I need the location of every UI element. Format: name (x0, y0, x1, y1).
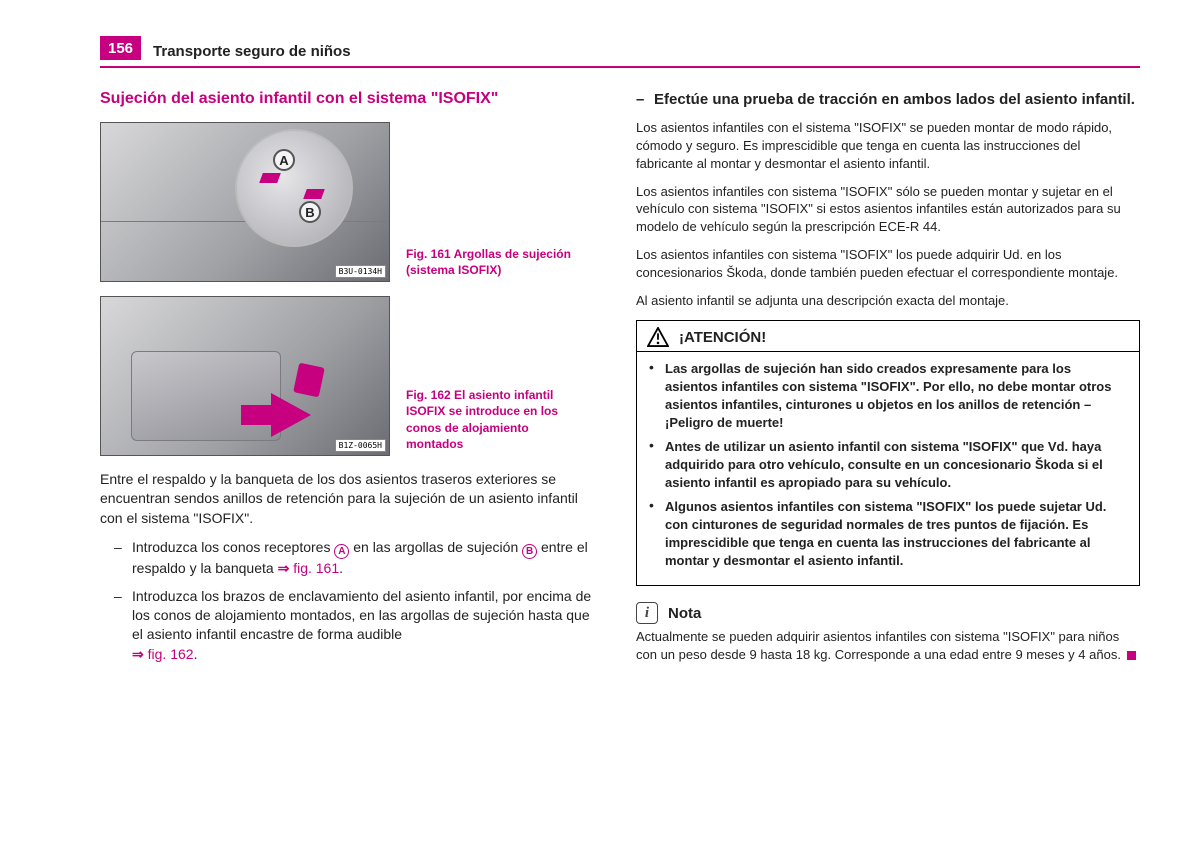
page-number: 156 (100, 36, 141, 60)
figure-161: A B B3U-0134H Fig. 161 Argollas de sujec… (100, 122, 604, 282)
paragraph: Los asientos infantiles con sistema "ISO… (636, 183, 1140, 237)
label-a-inline: A (334, 544, 349, 559)
figure-162-image: B1Z-0065H (100, 296, 390, 456)
dash-icon: – (114, 587, 132, 664)
section-title: Sujeción del asiento infantil con el sis… (100, 90, 604, 108)
text-fragment: Introduzca los brazos de enclavamiento d… (132, 588, 591, 643)
page: 156 Transporte seguro de niños Sujeción … (0, 0, 1200, 704)
paragraph: Los asientos infantiles con el sistema "… (636, 119, 1140, 173)
page-header: 156 Transporte seguro de niños (100, 36, 1140, 60)
step-2: – Introduzca los brazos de enclavamiento… (114, 587, 604, 664)
warning-text: Las argollas de sujeción han sido creado… (665, 360, 1127, 432)
child-seat-shape (131, 351, 281, 441)
warning-bullet: • Antes de utilizar un asiento infantil … (649, 438, 1127, 492)
bullet-icon: • (649, 438, 665, 492)
text-fragment: Introduzca los conos receptores (132, 539, 334, 555)
warning-box: ¡ATENCIÓN! • Las argollas de sujeción ha… (636, 320, 1140, 586)
figure-code: B1Z-0065H (335, 439, 386, 452)
warning-text: Antes de utilizar un asiento infantil co… (665, 438, 1127, 492)
step-3-text: Efectúe una prueba de tracción en ambos … (654, 90, 1135, 111)
warning-bullet: • Algunos asientos infantiles con sistem… (649, 498, 1127, 570)
note-content: Actualmente se pueden adquirir asientos … (636, 629, 1121, 662)
note-text: Actualmente se pueden adquirir asientos … (636, 628, 1140, 664)
callout-label-a: A (273, 149, 295, 171)
warning-body: • Las argollas de sujeción han sido crea… (637, 352, 1139, 585)
figure-161-image: A B B3U-0134H (100, 122, 390, 282)
step-1: – Introduzca los conos receptores A en l… (114, 538, 604, 579)
figure-code: B3U-0134H (335, 265, 386, 278)
left-column: Sujeción del asiento infantil con el sis… (100, 90, 604, 674)
isofix-anchor-icon (259, 173, 281, 183)
arrow-icon (271, 393, 311, 437)
info-icon: i (636, 602, 658, 624)
bullet-icon: • (649, 360, 665, 432)
dash-icon: – (636, 90, 654, 111)
header-rule (100, 66, 1140, 68)
fig-ref: fig. 161 (293, 560, 339, 576)
warning-title: ¡ATENCIÓN! (679, 329, 766, 346)
text-fragment: en las argollas de sujeción (353, 539, 522, 555)
figure-161-caption: Fig. 161 Argollas de sujeción (sistema I… (406, 246, 576, 282)
chapter-title: Transporte seguro de niños (153, 43, 351, 60)
content-columns: Sujeción del asiento infantil con el sis… (100, 90, 1140, 674)
step-1-text: Introduzca los conos receptores A en las… (132, 538, 604, 579)
paragraph: Los asientos infantiles con sistema "ISO… (636, 246, 1140, 282)
paragraph: Al asiento infantil se adjunta una descr… (636, 292, 1140, 310)
link-arrow-icon: ⇒ (278, 560, 290, 576)
label-b-inline: B (522, 544, 537, 559)
bullet-icon: • (649, 498, 665, 570)
figure-162-caption: Fig. 162 El asiento infantil ISOFIX se i… (406, 387, 576, 456)
isofix-anchor-icon (303, 189, 325, 199)
warning-bullet: • Las argollas de sujeción han sido crea… (649, 360, 1127, 432)
warning-icon (647, 327, 669, 347)
end-marker-icon (1127, 651, 1136, 660)
right-column: – Efectúe una prueba de tracción en ambo… (636, 90, 1140, 674)
step-2-text: Introduzca los brazos de enclavamiento d… (132, 587, 604, 664)
intro-paragraph: Entre el respaldo y la banqueta de los d… (100, 470, 604, 528)
note-title: Nota (668, 605, 701, 622)
callout-label-b: B (299, 201, 321, 223)
warning-header: ¡ATENCIÓN! (637, 321, 1139, 352)
dash-icon: – (114, 538, 132, 579)
fig-ref: fig. 162 (148, 646, 194, 662)
note-header: i Nota (636, 602, 1140, 624)
step-3: – Efectúe una prueba de tracción en ambo… (636, 90, 1140, 111)
figure-162: B1Z-0065H Fig. 162 El asiento infantil I… (100, 296, 604, 456)
link-arrow-icon: ⇒ (132, 646, 144, 662)
warning-text: Algunos asientos infantiles con sistema … (665, 498, 1127, 570)
figure-callout-circle: A B (235, 129, 353, 247)
